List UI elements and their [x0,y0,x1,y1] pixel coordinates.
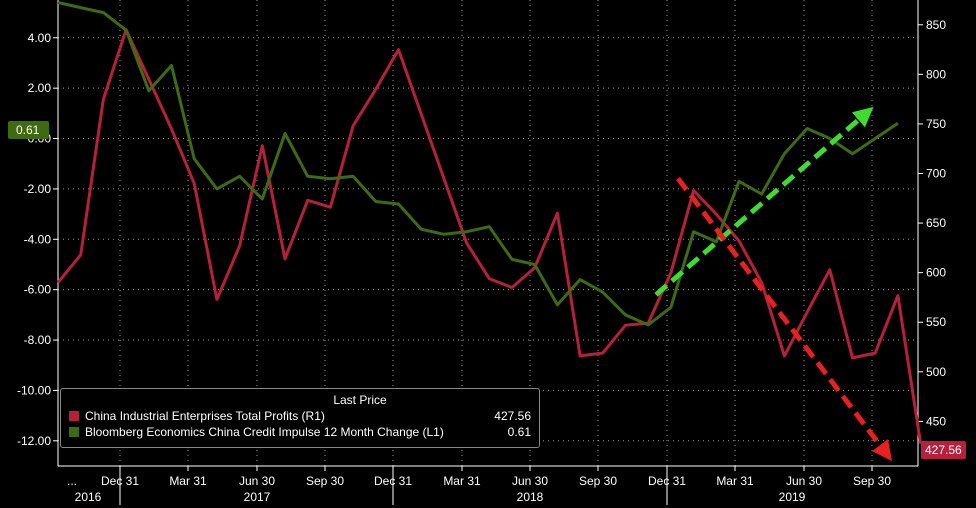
downtrend-arrow [676,176,893,462]
legend-label-profits: China Industrial Enterprises Total Profi… [85,409,325,423]
legend-swatch-profits [69,411,79,421]
right-tick-label: 550 [926,315,946,329]
left-tick-label: -10.00 [17,383,51,397]
left-tick-label: -8.00 [24,333,52,347]
left-tick-label: 4.00 [28,31,52,45]
left-tick-label: -4.00 [24,232,52,246]
right-tick-label: 750 [926,117,946,131]
x-year-label: 2019 [779,490,806,504]
legend-item-credit-impulse: Bloomberg Economics China Credit Impulse… [69,424,531,440]
series-line-profits [56,28,923,444]
x-year-label: 2018 [517,490,544,504]
x-first-label: ... [67,474,77,488]
left-tick-label: -12.00 [17,434,51,448]
right-tick-label: 450 [926,414,946,428]
x-tick-label: Sep 30 [853,474,891,488]
x-year-label: 2016 [75,490,102,504]
right-tick-label: 800 [926,67,946,81]
series-lines [56,1,923,444]
x-axis: Dec 31 Mar 31 Jun 30 Sep 30 Dec 31 Mar 31 Jun … [58,465,918,505]
left-tick-label: -6.00 [24,283,52,297]
left-last-value-tag: 0.61 [8,121,50,139]
right-tick-label: 650 [926,216,946,230]
x-year-label: 2017 [244,490,271,504]
legend: Last Price China Industrial Enterprises … [60,388,540,448]
trend-arrows [654,106,893,462]
x-tick-label: Mar 31 [716,474,754,488]
legend-value-credit-impulse: 0.61 [507,425,531,439]
x-tick-label: Jun 30 [786,474,822,488]
right-tick-label: 850 [926,18,946,32]
uptrend-arrow [654,106,874,297]
right-tick-label: 700 [926,167,946,181]
right-axis: 850 800 750 700 650 600 550 500 450 [917,0,946,466]
left-tick-label: -2.00 [24,182,52,196]
right-last-value-tag: 427.56 [921,441,966,459]
series-line-credit-impulse [57,1,899,327]
left-tick-label: 2.00 [28,81,52,95]
right-tick-label: 500 [926,365,946,379]
x-tick-label: Sep 30 [579,474,617,488]
x-tick-label: Sep 30 [306,474,344,488]
legend-item-profits: China Industrial Enterprises Total Profi… [69,408,531,424]
x-tick-label: Mar 31 [169,474,207,488]
legend-value-profits: 427.56 [494,409,531,423]
right-tick-label: 600 [926,266,946,280]
legend-label-credit-impulse: Bloomberg Economics China Credit Impulse… [85,425,444,439]
legend-header: Last Price [333,393,387,407]
x-tick-label: Mar 31 [443,474,481,488]
x-tick-label: Jun 30 [239,474,275,488]
legend-swatch-credit-impulse [69,427,79,437]
x-tick-label: Jun 30 [512,474,548,488]
